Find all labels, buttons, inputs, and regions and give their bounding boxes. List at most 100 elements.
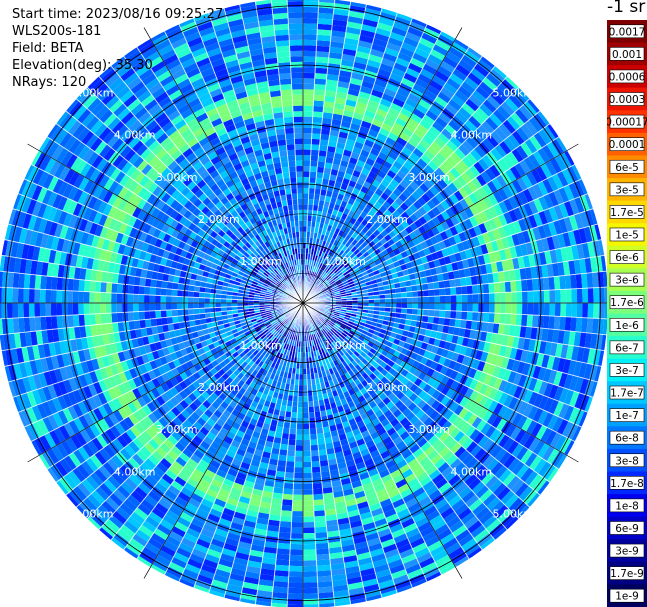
beta-cell [380, 450, 391, 460]
beta-cell [422, 315, 429, 323]
beta-cell [226, 497, 239, 507]
beta-cell [268, 327, 275, 333]
beta-cell [279, 449, 288, 456]
beta-cell [198, 459, 210, 470]
beta-cell [228, 444, 239, 454]
beta-cell [293, 483, 303, 490]
beta-cell [105, 282, 113, 293]
beta-cell [420, 526, 435, 538]
beta-cell [107, 116, 121, 131]
beta-cell [216, 178, 226, 188]
beta-cell [251, 259, 259, 265]
beta-cell [268, 341, 274, 348]
beta-cell [109, 251, 118, 264]
beta-cell [104, 72, 121, 88]
beta-cell [454, 503, 469, 516]
beta-cell [196, 417, 207, 427]
beta-cell [158, 178, 169, 190]
beta-cell [117, 273, 125, 285]
beta-cell [327, 356, 333, 364]
beta-cell [434, 457, 447, 470]
beta-cell [351, 335, 359, 342]
beta-cell [264, 417, 272, 425]
beta-cell [365, 376, 373, 384]
beta-cell [198, 297, 205, 303]
beta-cell [184, 228, 193, 238]
beta-cell [144, 303, 150, 312]
beta-cell [413, 467, 426, 478]
beta-cell [338, 349, 345, 357]
beta-cell [237, 270, 245, 277]
beta-cell [237, 226, 245, 234]
beta-cell [37, 387, 48, 404]
beta-cell [338, 314, 345, 319]
beta-cell [219, 183, 229, 193]
beta-cell [503, 454, 516, 469]
beta-cell [226, 64, 241, 74]
beta-cell [57, 210, 68, 226]
beta-cell [188, 194, 199, 204]
beta-cell [110, 364, 119, 376]
beta-cell [177, 471, 190, 483]
beta-cell [90, 119, 104, 134]
beta-cell [428, 352, 437, 361]
beta-cell [273, 344, 279, 351]
beta-cell [504, 493, 519, 509]
beta-cell [457, 465, 470, 479]
beta-cell [225, 537, 240, 547]
beta-cell [137, 503, 152, 516]
beta-cell [67, 120, 82, 136]
beta-cell [289, 560, 303, 567]
beta-cell [361, 365, 369, 373]
beta-cell [326, 325, 332, 331]
beta-cell [163, 156, 175, 168]
beta-cell [46, 448, 60, 465]
beta-cell [289, 278, 293, 284]
beta-cell [165, 84, 180, 97]
beta-cell [477, 435, 490, 448]
beta-cell [286, 400, 293, 407]
beta-cell [226, 237, 234, 245]
beta-cell [240, 223, 249, 231]
beta-cell [464, 387, 474, 399]
beta-cell [346, 576, 363, 585]
beta-cell [303, 516, 315, 523]
beta-cell [313, 504, 325, 512]
beta-cell [480, 351, 489, 363]
beta-cell [267, 191, 275, 199]
beta-cell [451, 352, 460, 362]
beta-cell [366, 332, 374, 338]
beta-cell [362, 338, 370, 345]
beta-cell [286, 287, 292, 292]
beta-cell [573, 361, 582, 377]
beta-cell [257, 270, 264, 277]
beta-cell [250, 318, 257, 323]
beta-cell [52, 397, 63, 413]
beta-cell [273, 323, 279, 329]
beta-cell [138, 303, 145, 312]
beta-cell [18, 273, 25, 289]
beta-cell [89, 78, 105, 94]
beta-cell [68, 214, 78, 229]
beta-cell [266, 332, 272, 338]
beta-cell [211, 17, 228, 27]
beta-cell [256, 590, 273, 598]
beta-cell [326, 338, 332, 345]
beta-cell [504, 346, 513, 359]
beta-cell [132, 387, 142, 399]
beta-cell [78, 501, 94, 517]
beta-cell [267, 325, 274, 331]
beta-cell [480, 331, 488, 342]
beta-cell [247, 560, 262, 569]
beta-cell [133, 507, 149, 521]
beta-cell [413, 346, 421, 355]
beta-cell [226, 306, 233, 311]
beta-cell [486, 458, 499, 472]
beta-cell [137, 482, 152, 495]
beta-cell [261, 562, 276, 571]
beta-cell [113, 263, 121, 274]
beta-cell [259, 501, 272, 509]
beta-cell [163, 141, 176, 153]
beta-cell [322, 335, 327, 341]
beta-cell [254, 275, 261, 281]
